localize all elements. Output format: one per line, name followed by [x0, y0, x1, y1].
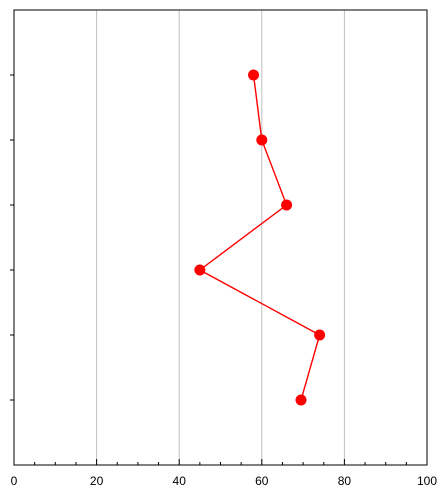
x-tick-label: 100 — [417, 474, 437, 488]
axes: 0 20 40 60 80 100 — [10, 74, 437, 488]
gridlines — [96, 10, 345, 465]
plot-frame — [13, 9, 428, 466]
data-point-2 — [256, 134, 268, 146]
x-tick-label: 20 — [90, 474, 104, 488]
data-point-6 — [295, 394, 307, 406]
x-tick-label: 40 — [173, 474, 187, 488]
x-tick-label: 0 — [11, 474, 18, 488]
series-line — [198, 74, 321, 401]
data-point-4 — [194, 264, 206, 276]
series — [194, 69, 326, 406]
data-point-1 — [248, 69, 260, 81]
data-point-3 — [281, 199, 293, 211]
x-tick-label: 60 — [255, 474, 269, 488]
data-point-5 — [314, 329, 326, 341]
x-tick-label: 80 — [338, 474, 352, 488]
